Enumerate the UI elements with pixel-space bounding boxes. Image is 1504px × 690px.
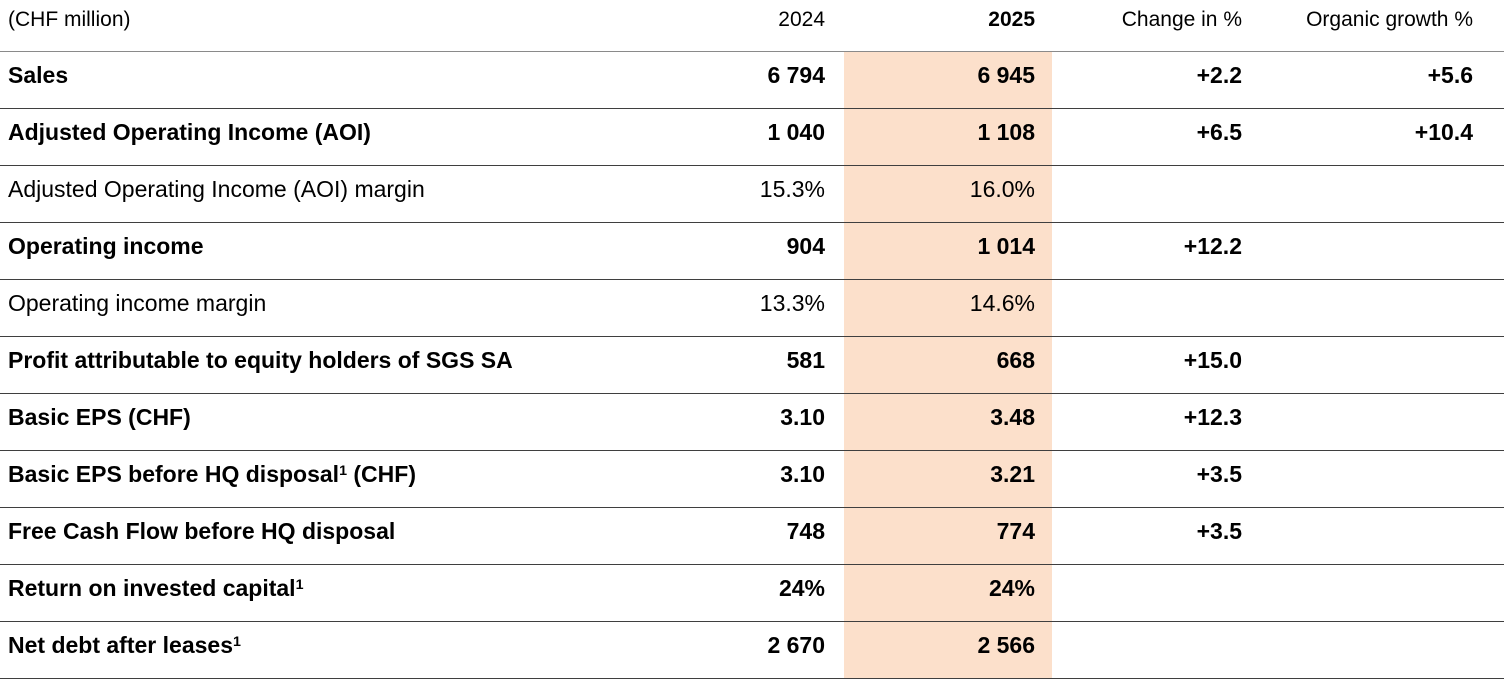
footnote-marker: 1 — [295, 577, 304, 594]
value-2024: 3.10 — [704, 394, 844, 451]
column-header-organic-growth: Organic growth % — [1252, 0, 1504, 52]
table-row: Basic EPS (CHF) 3.10 3.48 +12.3 — [0, 394, 1504, 451]
value-2024: 15.3% — [704, 166, 844, 223]
value-organic-growth — [1252, 280, 1504, 337]
value-2024: 581 — [704, 337, 844, 394]
value-2025: 16.0% — [844, 166, 1052, 223]
table-row: Adjusted Operating Income (AOI) margin 15… — [0, 166, 1504, 223]
value-change-percent: +15.0 — [1052, 337, 1252, 394]
value-change-percent: +12.2 — [1052, 223, 1252, 280]
table-row: Free Cash Flow before HQ disposal 748 774 +… — [0, 508, 1504, 565]
value-2024: 6 794 — [704, 52, 844, 109]
row-label: Free Cash Flow before HQ disposal — [0, 508, 704, 565]
value-2025: 3.48 — [844, 394, 1052, 451]
value-2025: 1 108 — [844, 109, 1052, 166]
value-2025: 6 945 — [844, 52, 1052, 109]
value-organic-growth — [1252, 394, 1504, 451]
table-row: Operating income 904 1 014 +12.2 — [0, 223, 1504, 280]
value-organic-growth: +5.6 — [1252, 52, 1504, 109]
row-label: Operating income margin — [0, 280, 704, 337]
row-label: Net debt after leases1 — [0, 622, 704, 679]
value-2025: 3.21 — [844, 451, 1052, 508]
value-organic-growth — [1252, 622, 1504, 679]
value-2025: 24% — [844, 565, 1052, 622]
value-2025: 14.6% — [844, 280, 1052, 337]
value-2024: 13.3% — [704, 280, 844, 337]
value-change-percent: +3.5 — [1052, 508, 1252, 565]
value-2024: 3.10 — [704, 451, 844, 508]
value-organic-growth — [1252, 166, 1504, 223]
row-label: Profit attributable to equity holders of… — [0, 337, 704, 394]
value-organic-growth — [1252, 451, 1504, 508]
table-row: Adjusted Operating Income (AOI) 1 040 1 10… — [0, 109, 1504, 166]
value-organic-growth — [1252, 508, 1504, 565]
row-label: Operating income — [0, 223, 704, 280]
value-change-percent: +3.5 — [1052, 451, 1252, 508]
value-change-percent — [1052, 565, 1252, 622]
table-row: Return on invested capital1 24% 24% — [0, 565, 1504, 622]
footnote-marker: 1 — [232, 634, 241, 651]
value-2024: 2 670 — [704, 622, 844, 679]
table-row: Sales 6 794 6 945 +2.2 +5.6 — [0, 52, 1504, 109]
column-header-2024: 2024 — [704, 0, 844, 52]
value-organic-growth: +10.4 — [1252, 109, 1504, 166]
row-label: Adjusted Operating Income (AOI) — [0, 109, 704, 166]
value-2024: 24% — [704, 565, 844, 622]
row-label: Sales — [0, 52, 704, 109]
value-2024: 1 040 — [704, 109, 844, 166]
value-2025: 668 — [844, 337, 1052, 394]
row-label: Basic EPS (CHF) — [0, 394, 704, 451]
value-change-percent — [1052, 166, 1252, 223]
column-header-2025: 2025 — [844, 0, 1052, 52]
value-change-percent — [1052, 622, 1252, 679]
value-change-percent: +6.5 — [1052, 109, 1252, 166]
value-change-percent: +2.2 — [1052, 52, 1252, 109]
table-row: Operating income margin 13.3% 14.6% — [0, 280, 1504, 337]
value-organic-growth — [1252, 223, 1504, 280]
row-label: Return on invested capital1 — [0, 565, 704, 622]
column-header-change-percent: Change in % — [1052, 0, 1252, 52]
unit-label: (CHF million) — [0, 0, 704, 52]
value-2024: 904 — [704, 223, 844, 280]
table-body: Sales 6 794 6 945 +2.2 +5.6 Adjusted Operatin… — [0, 52, 1504, 679]
table-row: Profit attributable to equity holders of… — [0, 337, 1504, 394]
value-2025: 2 566 — [844, 622, 1052, 679]
header-row: (CHF million) 2024 2025 Change in % Orga… — [0, 0, 1504, 52]
row-label: Adjusted Operating Income (AOI) margin — [0, 166, 704, 223]
footnote-marker: 1 — [339, 463, 347, 480]
value-change-percent — [1052, 280, 1252, 337]
value-2024: 748 — [704, 508, 844, 565]
value-2025: 1 014 — [844, 223, 1052, 280]
value-2025: 774 — [844, 508, 1052, 565]
row-label: Basic EPS before HQ disposal1 (CHF) — [0, 451, 704, 508]
value-organic-growth — [1252, 337, 1504, 394]
table-row: Net debt after leases1 2 670 2 566 — [0, 622, 1504, 679]
value-change-percent: +12.3 — [1052, 394, 1252, 451]
value-organic-growth — [1252, 565, 1504, 622]
table-row: Basic EPS before HQ disposal1 (CHF) 3.10 3… — [0, 451, 1504, 508]
